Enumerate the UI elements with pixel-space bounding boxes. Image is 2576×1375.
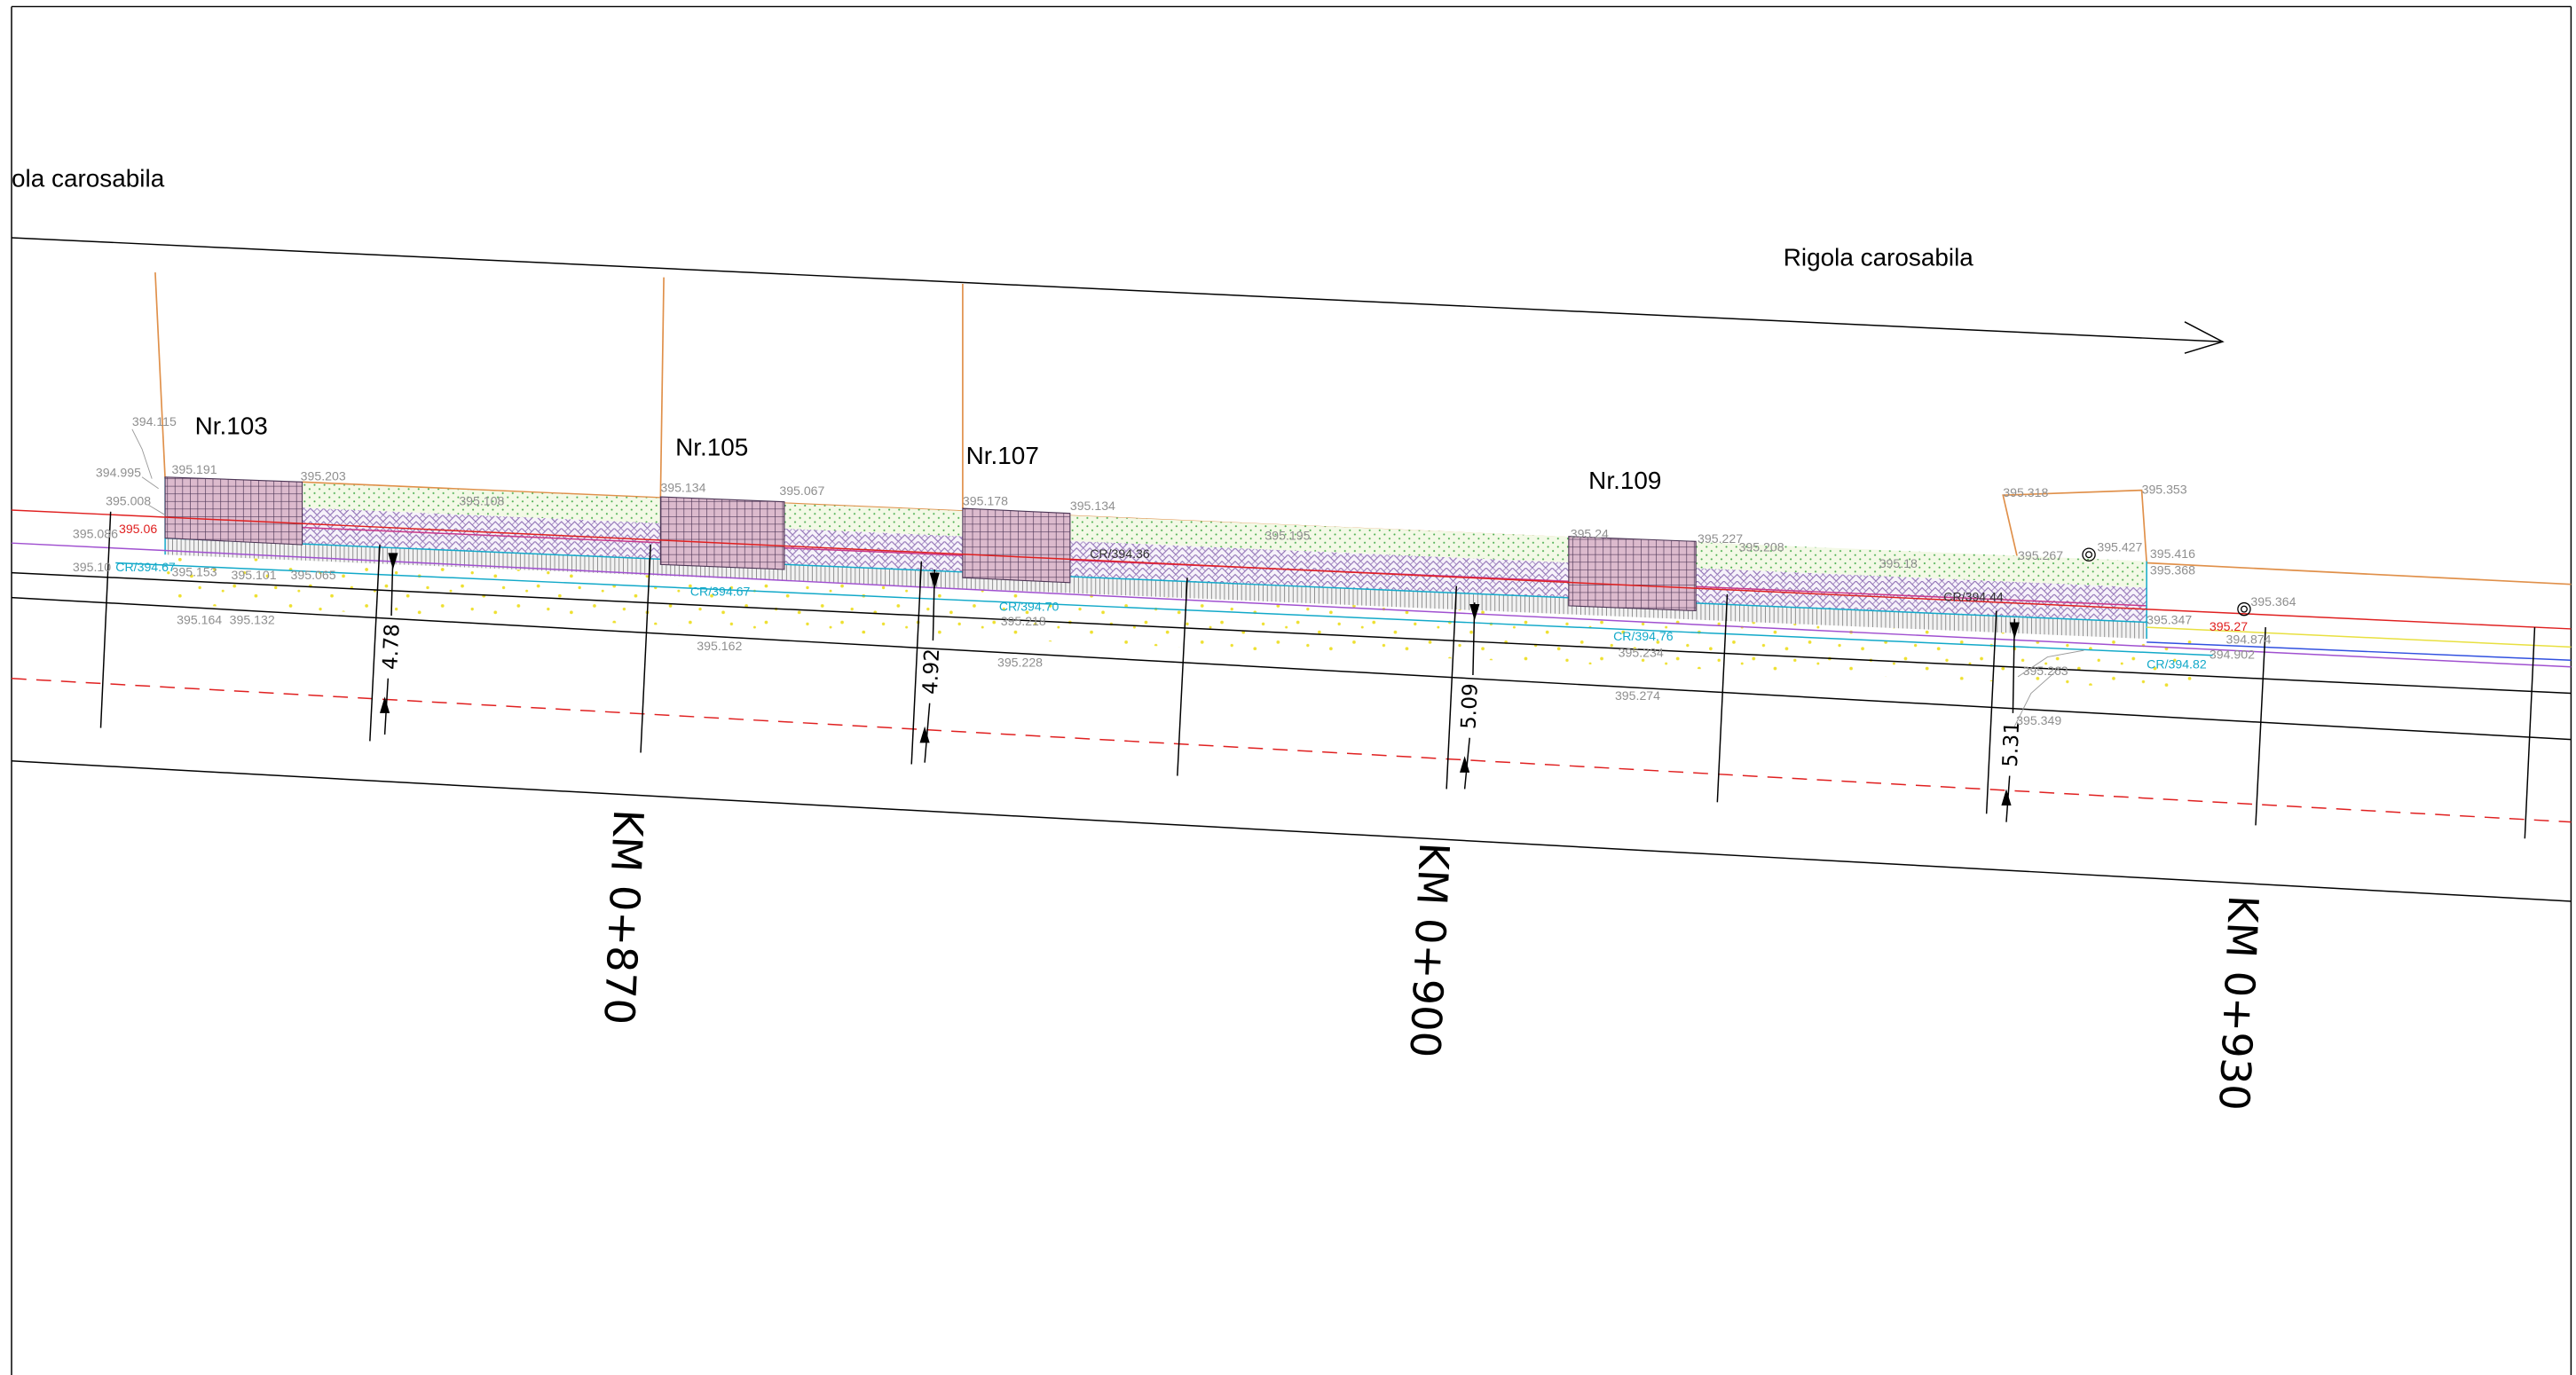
spot-elevation: 395.416 (2150, 546, 2195, 561)
sidewalk-band (115, 476, 2213, 690)
spot-elevation: 395.353 (2142, 482, 2187, 496)
width-label-4: 5.31 (1998, 720, 2024, 767)
spot-elevation: 395.318 (2003, 485, 2048, 499)
width-dimension-1: 4.78 (378, 553, 405, 735)
spot-elevation: 395.347 (2147, 612, 2192, 626)
spot-elevations: 394.115 394.995 395.008 395.086 395.10 3… (73, 414, 2296, 727)
access-block-105 (659, 496, 785, 570)
spot-elevation: 395.218 (1001, 614, 1046, 628)
spot-elevation: 395.10 (73, 560, 111, 574)
lot-label-105: Nr.105 (675, 434, 748, 461)
curb-level-dark: CR/394.36 (1090, 546, 1150, 561)
access-block-109 (1568, 536, 1697, 612)
width-dimension-4: 5.31 (1998, 618, 2024, 822)
spot-elevation: 395.274 (1615, 688, 1660, 703)
spot-elevation: 395.364 (2250, 594, 2296, 609)
spot-elevation: 395.164 (177, 612, 222, 626)
chainage-label-930: KM 0+930 (2210, 894, 2267, 1112)
spot-elevation: 395.086 (73, 527, 118, 541)
spot-elevation: 395.067 (779, 483, 824, 498)
spot-elevation: 395.008 (106, 493, 151, 507)
width-label-2: 4.92 (918, 648, 944, 695)
spot-elevation-red: 395.27 (2210, 619, 2248, 633)
curb-level-dark: CR/394.44 (1943, 589, 2004, 603)
spot-elevation: 395.162 (697, 639, 742, 653)
spot-elevation: 395.178 (963, 493, 1008, 507)
spot-elevation: 395.195 (1264, 528, 1310, 542)
road-lines (11, 509, 2572, 902)
curb-levels: CR/394.67 CR/394.67 CR/394.70 CR/394.76 … (115, 546, 2207, 672)
curb-level: CR/394.70 (999, 599, 1060, 613)
spot-elevation: 395.203 (301, 468, 346, 483)
width-dimension-3: 5.09 (1456, 602, 1483, 790)
spot-elevation: 395.208 (1739, 539, 1784, 554)
survey-marker-icon (2237, 601, 2251, 617)
spot-elevation: 395.18 (1879, 556, 1918, 570)
spot-elevation-red: 395.06 (119, 522, 157, 536)
drawing-frame (11, 5, 2572, 1375)
spot-elevation: 395.427 (2097, 539, 2142, 554)
spot-elevation: 395.24 (1571, 527, 1609, 541)
spot-elevation: 394.902 (2210, 647, 2255, 661)
street-label-right: Rigola carosabila (1784, 244, 1974, 271)
width-dimension-2: 4.92 (918, 569, 944, 763)
access-block-107 (962, 507, 1071, 584)
street-label-left: ola carosabila (12, 164, 165, 192)
spot-elevation: 395.132 (230, 612, 275, 626)
curb-level: CR/394.67 (115, 560, 176, 574)
spot-elevation: 394.995 (96, 466, 141, 480)
spot-elevation: 395.349 (2016, 713, 2061, 727)
curb-level: CR/394.76 (1613, 629, 1674, 643)
spot-elevation: 394.874 (2225, 632, 2271, 647)
spot-elevation: 395.101 (232, 568, 277, 582)
spot-elevation: 395.227 (1698, 531, 1743, 546)
street-direction-arrow (11, 237, 2225, 354)
spot-elevation: 395.234 (1619, 646, 1664, 660)
width-label-3: 5.09 (1456, 683, 1482, 730)
leader-lines (131, 428, 2084, 727)
cross-section-ticks (99, 511, 2536, 839)
curb-level: CR/394.82 (2147, 657, 2207, 672)
curb-level: CR/394.67 (690, 585, 751, 599)
spot-elevation: 395.153 (172, 564, 217, 578)
chainage-label-900: KM 0+900 (1400, 841, 1458, 1058)
spot-elevation: 395.191 (172, 462, 217, 476)
lot-label-107: Nr.107 (966, 442, 1039, 469)
lot-label-103: Nr.103 (195, 412, 268, 439)
chainage-label-870: KM 0+870 (595, 808, 652, 1025)
lot-label-109: Nr.109 (1588, 467, 1661, 494)
spot-elevation: 395.134 (660, 481, 705, 495)
spot-elevation: 395.267 (2018, 548, 2063, 562)
spot-elevation: 395.263 (2023, 664, 2068, 678)
width-label-1: 4.78 (378, 624, 404, 671)
yellow-verge-area (165, 554, 2196, 690)
survey-marker-icon (2082, 547, 2096, 562)
spot-elevation: 395.065 (291, 568, 336, 582)
spot-elevation: 395.134 (1070, 499, 1115, 513)
access-block-103 (164, 476, 303, 546)
spot-elevation: 395.108 (459, 493, 504, 507)
spot-elevation: 395.368 (2150, 563, 2195, 578)
red-spot-elevations: 395.06 395.27 (119, 522, 2248, 633)
spot-elevation: 394.115 (132, 414, 177, 428)
lot-access-blocks (164, 476, 1697, 612)
spot-elevation: 395.228 (997, 656, 1043, 670)
